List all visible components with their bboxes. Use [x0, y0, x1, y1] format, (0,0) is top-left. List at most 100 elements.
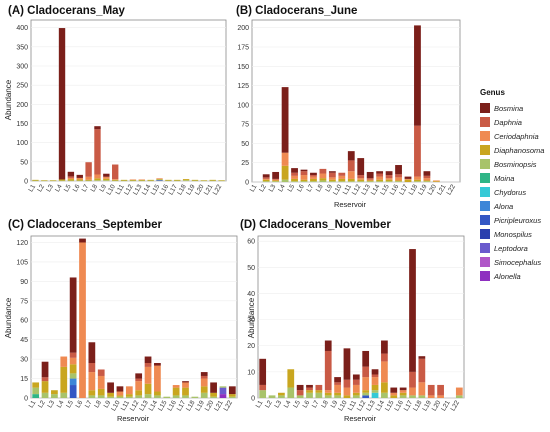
bar-segment-l5-ceriodaphnia [69, 357, 77, 365]
bar-segment-l7-daphnia [85, 162, 92, 177]
x-tick-label: L15 [379, 183, 391, 196]
x-tick-label: L16 [166, 399, 178, 412]
bar-segment-l4-diaphanosoma [281, 165, 289, 180]
bar-segment-l10-bosminopsis [338, 181, 346, 182]
bar-segment-l6-daphnia [300, 171, 308, 176]
bar-segment-l11-bosminopsis [347, 181, 355, 182]
y-tick-label: 25 [241, 160, 249, 167]
bar-segment-l13-daphnia [144, 363, 152, 367]
bar-segment-l7-bosmina [88, 342, 96, 364]
y-tick-label: 15 [20, 376, 28, 383]
y-tick-label: 10 [247, 369, 255, 376]
bar-segment-l18-ceriodaphnia [414, 176, 421, 180]
bar-segment-l13-ceriodaphnia [144, 366, 152, 384]
bar-segment-l3-bosminopsis [49, 180, 57, 182]
bar-segment-l9-bosmina [328, 171, 336, 173]
legend-swatch-daphnia [480, 117, 490, 127]
bar-segment-l1-diaphanosoma [32, 382, 40, 388]
bar-segment-l5-ceriodaphnia [291, 175, 298, 179]
x-tick-label: L22 [446, 183, 458, 196]
bar-segment-l5-diaphanosoma [67, 179, 75, 181]
bar-segment-l15-bosminopsis [385, 181, 393, 182]
bar-segment-l8-bosminopsis [319, 180, 327, 182]
bar-segment-l16-bosmina [399, 387, 407, 391]
bar-segment-l20-diaphanosoma [432, 181, 440, 182]
x-tick-label: L7 [84, 399, 94, 409]
legend-swatch-picripleuroxus [480, 215, 490, 225]
bar-segment-l10-daphnia [338, 172, 346, 176]
bar-segment-l20-daphnia [437, 384, 444, 396]
bar-segment-l15-ceriodaphnia [385, 178, 393, 180]
bar-segment-l12-ceriodaphnia [129, 179, 137, 180]
y-tick-label: 60 [20, 318, 28, 325]
bar-segment-l19-ceriodaphnia [427, 395, 435, 398]
bar-segment-l12-diaphanosoma [357, 179, 365, 182]
bar-segment-l12-bosminopsis [357, 181, 365, 182]
bar-segment-l15-bosminopsis [163, 396, 171, 398]
bar-segment-l7-bosmina [310, 172, 317, 176]
x-tick-label: L14 [148, 399, 160, 412]
legend-label-leptodora: Leptodora [494, 244, 528, 253]
bar-segment-l4-diaphanosoma [60, 366, 68, 393]
legend-label-alona: Alona [493, 202, 513, 211]
bar-segment-l20-diaphanosoma [200, 180, 208, 181]
bar-segment-l5-picripleuroxus [69, 385, 77, 398]
bar-segment-l6-bosminopsis [76, 180, 83, 182]
bar-segment-l8-diaphanosoma [97, 388, 105, 396]
x-axis-label: Reservoir [334, 200, 367, 209]
x-tick-label: L19 [185, 183, 197, 196]
bar-segment-l11-diaphanosoma [125, 394, 133, 397]
bar-segment-l3-bosminopsis [278, 395, 285, 398]
bar-segment-l5-bosminopsis [291, 181, 298, 182]
bar-segment-l7-daphnia [310, 175, 317, 177]
x-tick-label: L6 [302, 399, 312, 409]
bar-segment-l22-bosminopsis [218, 180, 225, 182]
bar-segment-l13-diaphanosoma [366, 180, 374, 182]
bar-segment-l16-ceriodaphnia [395, 177, 402, 181]
bar-segment-l17-bosminopsis [174, 180, 181, 182]
x-tick-label: L18 [185, 399, 197, 412]
bar-segment-l13-ceriodaphnia [371, 377, 379, 385]
bar-segment-l13-ceriodaphnia [138, 179, 145, 180]
bar-segment-l5-daphnia [291, 172, 298, 176]
bar-segment-l7-ceriodaphnia [88, 372, 96, 391]
x-tick-label: L20 [431, 399, 443, 412]
x-tick-label: L6 [72, 183, 82, 193]
bar-segment-l22-diaphanosoma [228, 394, 236, 397]
bar-segment-l12-diaphanosoma [135, 390, 143, 396]
x-tick-label: L3 [45, 183, 55, 193]
bar-segment-l7-daphnia [88, 363, 96, 373]
x-tick-label: L1 [28, 399, 38, 409]
x-tick-label: L1 [255, 399, 265, 409]
bar-segment-l19-diaphanosoma [200, 386, 208, 393]
y-tick-label: 0 [245, 180, 249, 187]
bar-segment-l10-ceriodaphnia [116, 391, 124, 396]
legend-label-daphnia: Daphnia [494, 118, 522, 127]
bar-segment-l13-bosminopsis [366, 181, 374, 182]
bar-segment-l13-diaphanosoma [371, 384, 379, 391]
bar-segment-l16-diaphanosoma [395, 180, 402, 182]
bar-segment-l4-ceriodaphnia [60, 356, 68, 367]
panel-september: (C) Cladocerans_September Abundance Reserv… [4, 219, 238, 423]
bar-segment-l20-diaphanosoma [210, 392, 217, 397]
bar-segment-l13-daphnia [371, 374, 379, 378]
x-tick-label: L12 [351, 183, 363, 196]
x-tick-label: L16 [393, 399, 405, 412]
x-tick-label: L7 [81, 183, 91, 193]
bar-segment-l14-bosminopsis [154, 395, 161, 398]
bar-segment-l20-bosmina [210, 382, 217, 393]
legend-title: Genus [480, 88, 505, 97]
bar-segment-l17-ceriodaphnia [182, 382, 189, 388]
x-tick-label: L21 [436, 183, 448, 196]
bar-segment-l3-diaphanosoma [49, 180, 57, 181]
x-tick-label: L3 [273, 399, 283, 409]
bar-segment-l19-bosmina [200, 372, 208, 376]
bar-segment-l9-diaphanosoma [328, 179, 336, 182]
bar-segment-l12-ceriodaphnia [362, 377, 370, 391]
bar-segment-l10-bosmina [343, 348, 351, 380]
bar-segment-l10-ceriodaphnia [112, 179, 119, 180]
bar-segment-l19-ceriodaphnia [423, 178, 431, 181]
y-tick-label: 100 [237, 102, 249, 109]
bar-segment-l3-ceriodaphnia [272, 179, 280, 181]
bar-segment-l6-bosmina [300, 169, 308, 172]
